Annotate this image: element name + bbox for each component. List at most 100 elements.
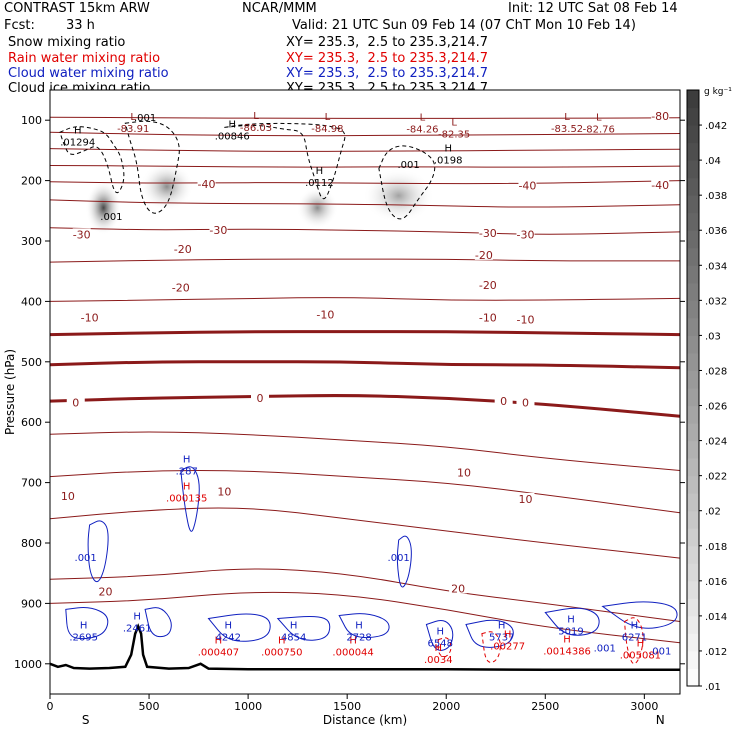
isotherm-label-bg	[316, 308, 335, 320]
extremum-value: .0198	[434, 155, 463, 166]
isotherm-label: -20	[172, 282, 190, 295]
isotherm-line	[49, 227, 681, 235]
extremum-mark: H	[498, 621, 506, 632]
endpoint-left: S	[82, 713, 90, 727]
isotherm-label-bg	[171, 281, 190, 293]
extremum-mark: H	[563, 634, 571, 645]
init-time: Init: 12 UTC Sat 08 Feb 14	[508, 1, 678, 16]
colorbar-cell	[687, 247, 699, 266]
isotherm-label-bg	[516, 228, 535, 240]
isotherm-line	[49, 297, 681, 302]
org-label: NCAR/MMM	[242, 1, 317, 16]
field-xy-rain: XY= 235.3, 2.5 to 235.3,214.7	[286, 51, 489, 66]
isotherm-label: 10	[61, 490, 75, 503]
terrain-line	[49, 623, 680, 672]
colorbar-tick-label: .042	[705, 121, 727, 132]
isotherm-line	[49, 507, 681, 559]
colorbar-tick-label: .024	[705, 437, 727, 448]
colorbar-tick-label: .018	[705, 542, 727, 553]
x-tick-label: 3000	[630, 700, 658, 713]
colorbar-cell	[687, 405, 699, 424]
cloud-ice-contour	[224, 122, 346, 200]
isotherm-label-bg	[173, 242, 192, 254]
isotherm-label-bg	[494, 395, 513, 407]
isotherm-label-bg	[516, 396, 535, 408]
colorbar-cell	[687, 510, 699, 529]
field-name-rain: Rain water mixing ratio	[8, 51, 161, 66]
colorbar-cell	[687, 545, 699, 564]
colorbar-cell	[687, 265, 699, 284]
extremum-value: -82.76	[583, 125, 615, 136]
isotherm-label-bg	[651, 109, 670, 121]
colorbar-cell	[687, 230, 699, 249]
isotherm-label: 0	[522, 396, 529, 409]
isotherm-line	[49, 148, 681, 152]
extremum-mark: L	[420, 113, 426, 124]
colorbar-cell	[687, 335, 699, 354]
isotherm-label: -30	[73, 228, 91, 241]
contour-label: .001	[134, 113, 156, 124]
isotherm-line	[49, 360, 681, 370]
y-tick-label: 300	[21, 235, 42, 248]
y-tick-label: 700	[21, 477, 42, 490]
isotherm-line	[49, 469, 681, 514]
colorbar-tick-label: .026	[705, 402, 727, 413]
colorbar-cell	[687, 440, 699, 459]
contour-label: .001	[649, 647, 671, 658]
isotherm-label-bg	[58, 489, 77, 501]
isotherm-line	[49, 330, 681, 337]
isotherm-label-bg	[251, 392, 269, 404]
x-tick-label: 1500	[333, 700, 361, 713]
isotherm-label: -20	[479, 279, 497, 292]
extremum-value: .000750	[261, 648, 302, 659]
extremum-mark: H	[437, 627, 445, 638]
isotherm-label: -30	[209, 224, 227, 237]
extremum-mark: H	[316, 166, 324, 177]
extremum-mark: H	[228, 119, 236, 130]
isotherm-label: -10	[479, 312, 497, 325]
isotherm-label-bg	[72, 228, 91, 240]
extremum-value: .00277	[490, 642, 525, 653]
isotherm-label: 0	[257, 392, 264, 405]
isotherm-line	[49, 131, 681, 137]
cloud-water-contour	[544, 607, 600, 636]
extremum-value: .0034	[424, 655, 453, 666]
y-tick-label: 800	[21, 537, 42, 550]
extremum-mark: L	[596, 113, 602, 124]
extremum-mark: H	[349, 636, 357, 647]
isotherm-label-bg	[197, 178, 216, 190]
extremum-mark: H	[133, 612, 141, 623]
colorbar-cell	[687, 195, 699, 214]
isotherm-label-bg	[474, 248, 493, 260]
extremum-mark: H	[504, 630, 512, 641]
isotherm-label: 0	[72, 396, 79, 409]
extremum-mark: H	[183, 482, 191, 493]
field-name-snow: Snow mixing ratio	[8, 35, 126, 50]
extremum-value: .287	[176, 466, 198, 477]
colorbar-tick-label: .03	[705, 331, 721, 342]
extremum-value: -83.91	[117, 124, 149, 135]
colorbar-cell	[687, 212, 699, 231]
cloud-water-contour	[65, 607, 109, 640]
colorbar-tick-label: .04	[705, 156, 721, 167]
isotherm-label: 10	[518, 493, 532, 506]
colorbar-tick-label: .038	[705, 191, 727, 202]
colorbar-tick-label: .014	[705, 612, 727, 623]
y-axis-title: Pressure (hPa)	[3, 349, 17, 435]
rain-contour	[623, 617, 644, 665]
y-tick-label: 1000	[14, 658, 42, 671]
plot-frame	[49, 89, 681, 695]
colorbar-cell	[687, 370, 699, 389]
snow-shaded-region	[296, 186, 339, 229]
colorbar-cell	[687, 317, 699, 336]
isotherm-label: 20	[451, 582, 465, 595]
isotherm-label-bg	[516, 313, 535, 325]
colorbar-cell	[687, 563, 699, 582]
isotherm-label-bg	[478, 279, 497, 291]
colorbar-cell	[687, 142, 699, 161]
extremum-value: .2461	[123, 624, 152, 635]
isotherm-line	[49, 165, 681, 168]
extremum-value: -83.52	[551, 124, 583, 135]
